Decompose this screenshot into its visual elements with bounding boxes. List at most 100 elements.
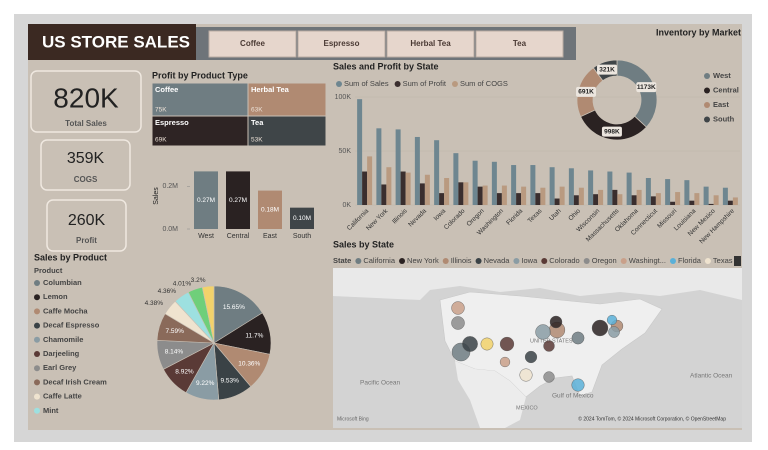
slice-label: 8.14% — [165, 349, 184, 356]
slicer-button[interactable] — [208, 30, 297, 58]
map-label: Pacific Ocean — [360, 380, 400, 387]
column — [453, 153, 459, 205]
column — [708, 203, 714, 205]
column — [482, 185, 488, 205]
column — [573, 195, 579, 205]
legend-label: Sum of Profit — [403, 79, 447, 88]
legend-label: Caffe Latte — [43, 392, 82, 401]
column — [694, 193, 700, 205]
column — [362, 171, 368, 205]
map-bubble — [591, 319, 609, 337]
legend-marker — [34, 322, 40, 329]
legend-marker — [336, 81, 342, 87]
column — [549, 167, 555, 205]
legend-title: State — [333, 256, 351, 265]
chart-title: Profit by Product Type — [152, 70, 248, 80]
y-tick-label: 0.2M — [162, 183, 178, 190]
legend-title: Product — [34, 266, 63, 275]
tile-value: 63K — [251, 107, 263, 114]
slice-label: 691K — [578, 89, 594, 96]
label-bg — [576, 86, 597, 97]
column — [516, 193, 522, 205]
card — [46, 199, 127, 252]
bar-label: 0.27M — [197, 197, 215, 204]
legend-label: Oregon — [592, 256, 617, 265]
map-bubble — [524, 350, 538, 364]
column — [535, 193, 541, 205]
slice-label: 15.65% — [223, 304, 245, 311]
column — [414, 136, 420, 205]
legend-marker — [34, 365, 40, 372]
column — [670, 201, 676, 205]
treemap-tile — [247, 82, 327, 117]
pie-slice — [201, 285, 215, 344]
column — [612, 189, 618, 205]
map-bubble — [451, 316, 465, 330]
chart-title: Sales by State — [333, 239, 394, 249]
y-axis-title: Sales — [153, 187, 160, 205]
map-bubble — [499, 356, 511, 368]
map-attribution: © 2024 TomTom, © 2024 Microsoft Corporat… — [578, 415, 726, 422]
column — [675, 192, 681, 205]
map-bubble — [519, 368, 533, 382]
y-tick-label: 0.0M — [162, 226, 178, 233]
legend-label: Decaf Espresso — [43, 321, 100, 330]
column — [684, 180, 690, 205]
x-tick-label: Central — [227, 233, 250, 240]
legend-label: Nevada — [484, 256, 511, 265]
label-bg — [597, 64, 618, 75]
bar — [194, 171, 218, 229]
tile-label: Tea — [251, 118, 264, 127]
legend-label: Chamomile — [43, 335, 83, 344]
slicer-label: Coffee — [240, 39, 265, 48]
slicer-button[interactable] — [297, 30, 386, 58]
card-caption: Profit — [76, 236, 97, 245]
legend-marker — [355, 258, 362, 264]
column — [491, 161, 497, 205]
column — [626, 172, 632, 205]
legend-marker — [513, 258, 520, 264]
legend-marker — [34, 294, 40, 301]
legend-label: Illinois — [451, 256, 472, 265]
column — [554, 198, 560, 205]
map-label: Atlantic Ocean — [690, 373, 733, 380]
map-bubble — [543, 371, 555, 383]
map-bubble — [462, 336, 478, 352]
legend-label: West — [713, 71, 731, 80]
column — [424, 174, 430, 205]
column — [405, 172, 411, 205]
tile-label: Coffee — [155, 85, 178, 94]
slice-label: 4.01% — [173, 280, 192, 287]
map-bubble — [606, 314, 618, 326]
legend-label: Columbian — [43, 278, 82, 287]
legend-scroll[interactable] — [734, 256, 741, 266]
legend-marker — [34, 379, 40, 386]
label-bg — [636, 82, 657, 93]
map-bubble — [451, 301, 465, 315]
column — [732, 197, 738, 205]
column — [598, 189, 604, 205]
card-caption: Total Sales — [65, 119, 107, 128]
legend-label: Sum of COGS — [460, 79, 508, 88]
column — [703, 186, 709, 205]
column — [607, 171, 613, 205]
tile-value: 69K — [155, 137, 167, 144]
legend-label: Washingt... — [629, 256, 666, 265]
slicer-button[interactable] — [475, 30, 564, 58]
column — [400, 171, 406, 205]
map-provider: Microsoft Bing — [337, 416, 369, 422]
column — [559, 186, 565, 205]
slicer-button[interactable] — [386, 30, 475, 58]
bar-label: 0.10M — [293, 215, 311, 222]
legend-marker — [704, 102, 710, 108]
x-tick-label: South — [293, 233, 311, 240]
legend-label: Caffe Mocha — [43, 306, 88, 315]
column — [689, 200, 695, 205]
column — [713, 195, 719, 205]
label-bg — [601, 126, 622, 137]
legend-marker — [394, 81, 401, 87]
slice-label: 7.59% — [165, 328, 184, 335]
map-bubble — [608, 326, 620, 338]
legend-label: Darjeeling — [43, 349, 80, 358]
